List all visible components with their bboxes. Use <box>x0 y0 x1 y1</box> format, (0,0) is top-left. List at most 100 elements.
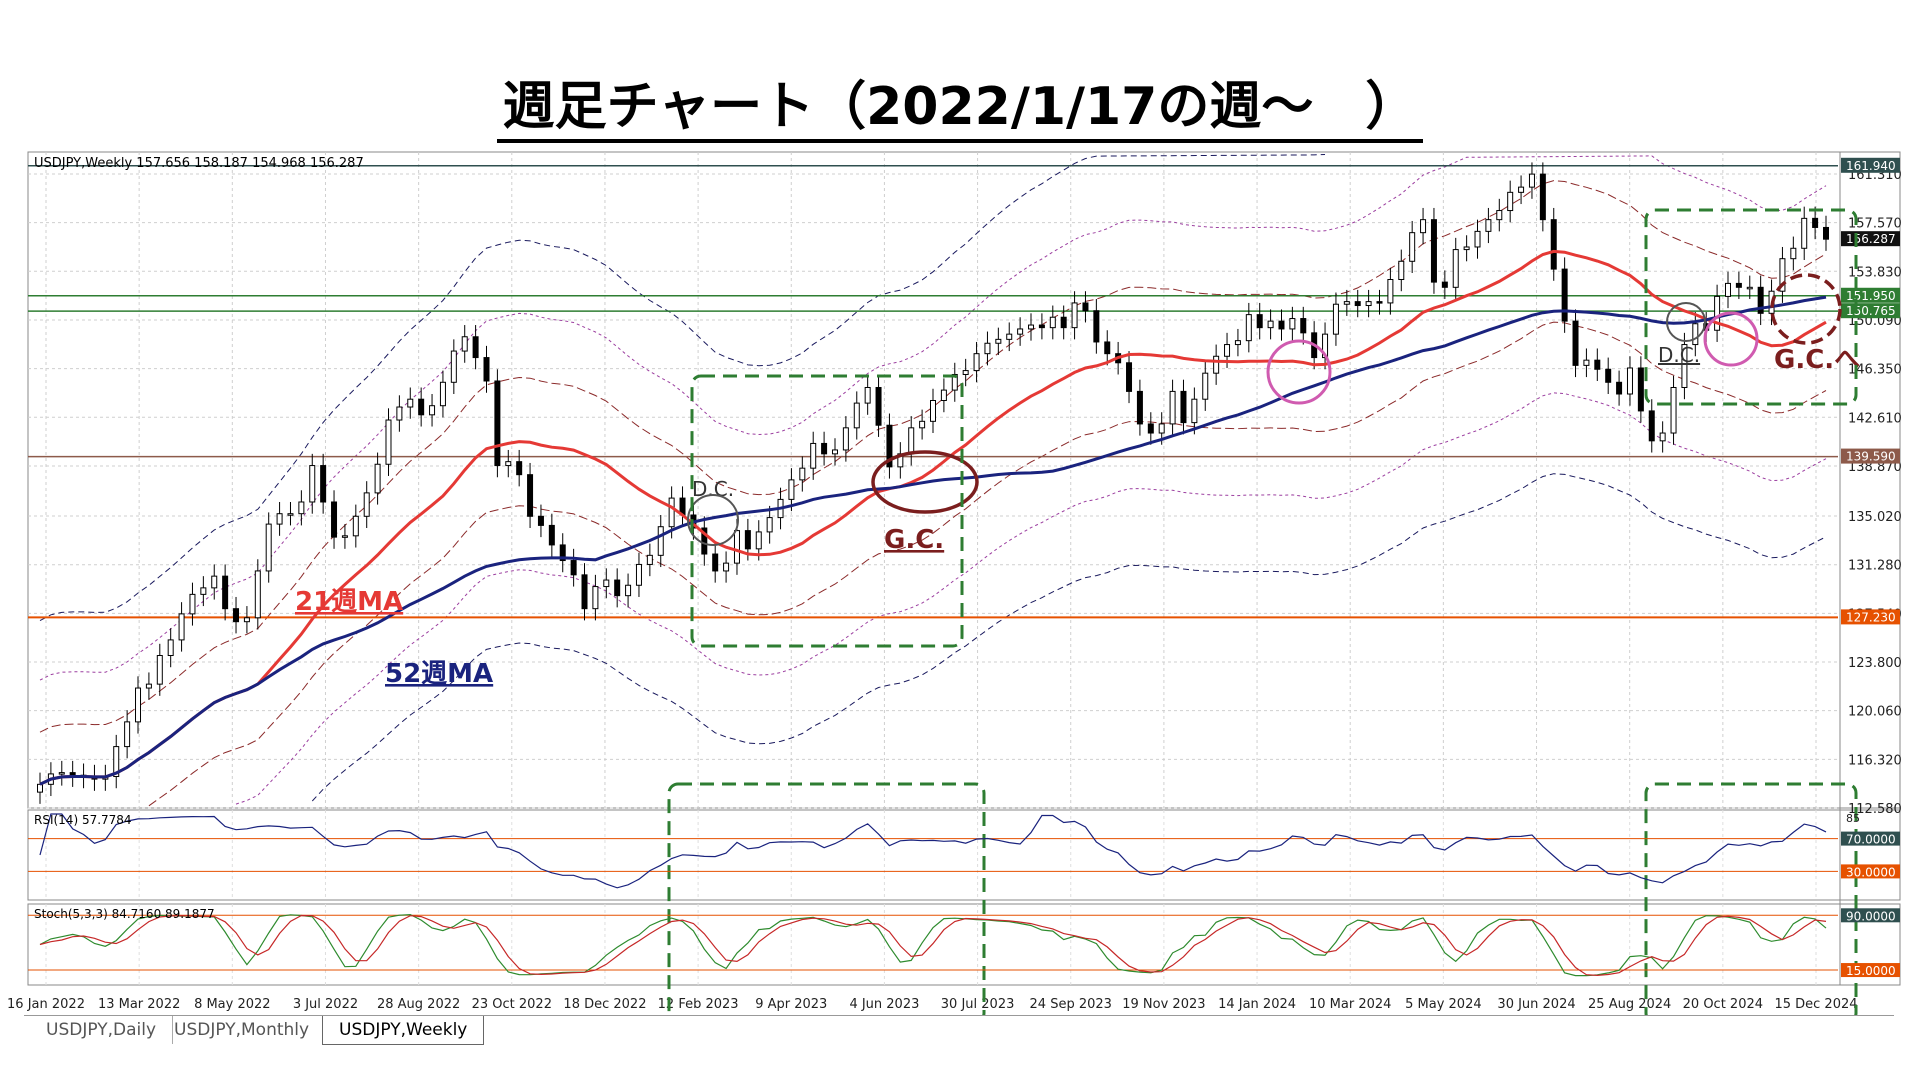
candle-body <box>962 370 969 375</box>
candle-body <box>1670 386 1677 434</box>
candle-body <box>1245 314 1252 342</box>
candle <box>1518 175 1525 205</box>
candle-body <box>1637 367 1644 412</box>
candle <box>951 362 958 402</box>
candle <box>1779 246 1786 303</box>
dc-label-2024: D.C. <box>1658 343 1700 367</box>
candle <box>1409 220 1416 273</box>
candle <box>1387 267 1394 315</box>
candle <box>646 543 653 577</box>
candle-body <box>1583 359 1590 366</box>
candle-body <box>407 398 414 408</box>
candle-body <box>233 608 240 623</box>
candle <box>821 431 828 466</box>
candle <box>1256 302 1263 340</box>
x-tick-label: 28 Aug 2022 <box>377 997 460 1012</box>
pink-circle-2024b <box>1703 311 1759 367</box>
highlight-box <box>1644 782 1858 1015</box>
candle-body <box>614 579 621 597</box>
candle-body <box>418 398 425 416</box>
candle-body <box>352 515 359 537</box>
price-level-label: 161.940 <box>1846 159 1896 173</box>
candle-body <box>1441 281 1448 288</box>
candle <box>516 449 523 487</box>
candle-body <box>1561 268 1568 322</box>
candle <box>1420 207 1427 245</box>
candle <box>211 564 218 600</box>
candle-body <box>222 575 229 610</box>
candle-body <box>570 560 577 576</box>
candle-body <box>1746 286 1753 290</box>
candle-body <box>951 373 958 391</box>
candle-body <box>1213 355 1220 374</box>
candle <box>298 490 305 526</box>
candle-body <box>1594 359 1601 370</box>
candle-body <box>145 683 152 689</box>
candle-body <box>37 783 43 793</box>
candle-body <box>821 442 828 455</box>
candle-body <box>635 563 642 586</box>
candle-body <box>1801 217 1808 249</box>
candle <box>1093 299 1100 354</box>
candle-body <box>1463 246 1470 251</box>
candle <box>1594 348 1601 381</box>
candle-body <box>200 587 207 595</box>
candle-body <box>516 461 523 476</box>
x-tick-label: 3 Jul 2022 <box>293 997 358 1012</box>
tab-usdjpy-monthly[interactable]: USDJPY,Monthly <box>158 1016 327 1044</box>
candle <box>1528 162 1535 199</box>
candle <box>1213 344 1220 385</box>
candle-body <box>1191 398 1198 424</box>
x-tick-label: 9 Apr 2023 <box>755 997 827 1012</box>
stoch-level-label: 15.0000 <box>1846 964 1896 978</box>
candle <box>222 564 229 621</box>
candle-body <box>341 535 348 538</box>
candle <box>1300 306 1307 345</box>
candle-body <box>113 746 120 778</box>
page-title: 週足チャート（2022/1/17の週～ ） <box>0 64 1920 143</box>
stoch-level-tag <box>1841 908 1900 923</box>
candle <box>1071 291 1078 340</box>
candle <box>548 513 555 557</box>
candle <box>1561 257 1568 333</box>
candle-body <box>1692 323 1699 346</box>
candle-body <box>439 381 446 407</box>
candle <box>1441 270 1448 300</box>
candle <box>243 606 250 634</box>
candle <box>581 563 588 621</box>
x-tick-label: 12 Feb 2023 <box>658 997 739 1012</box>
candle <box>1267 309 1274 340</box>
candle-body <box>1496 210 1503 221</box>
price-level-label: 139.590 <box>1846 450 1896 464</box>
candle <box>919 409 926 440</box>
candle <box>58 760 65 786</box>
candle <box>1823 215 1829 251</box>
x-tick-label: 5 May 2024 <box>1405 997 1482 1012</box>
price-tick-label: 157.570 <box>1848 217 1902 232</box>
tab-usdjpy-weekly[interactable]: USDJPY,Weekly <box>322 1016 485 1045</box>
candle <box>1354 289 1361 318</box>
candle <box>657 514 664 568</box>
candle-body <box>1126 362 1133 392</box>
candle-body <box>1376 301 1383 304</box>
candle-body <box>178 613 185 641</box>
x-tick-label: 19 Nov 2023 <box>1122 997 1205 1012</box>
envelope-band-line <box>311 473 1827 802</box>
gc-label-2024: G.C.へ <box>1774 345 1860 375</box>
candle <box>592 574 599 621</box>
candle-body <box>69 772 76 776</box>
candle <box>853 391 860 440</box>
price-tick-label: 142.610 <box>1848 411 1902 426</box>
candle <box>145 672 152 700</box>
x-tick-label: 24 Sep 2023 <box>1030 997 1112 1012</box>
candle <box>875 375 882 437</box>
candle-body <box>657 526 664 556</box>
candle <box>1681 332 1688 400</box>
candle-body <box>788 479 795 500</box>
candle <box>1028 313 1035 341</box>
tab-usdjpy-daily[interactable]: USDJPY,Daily <box>30 1016 174 1044</box>
candle-body <box>1507 191 1514 212</box>
candle-body <box>592 586 599 610</box>
candle-body <box>1289 318 1296 330</box>
candle-body <box>1354 301 1361 307</box>
